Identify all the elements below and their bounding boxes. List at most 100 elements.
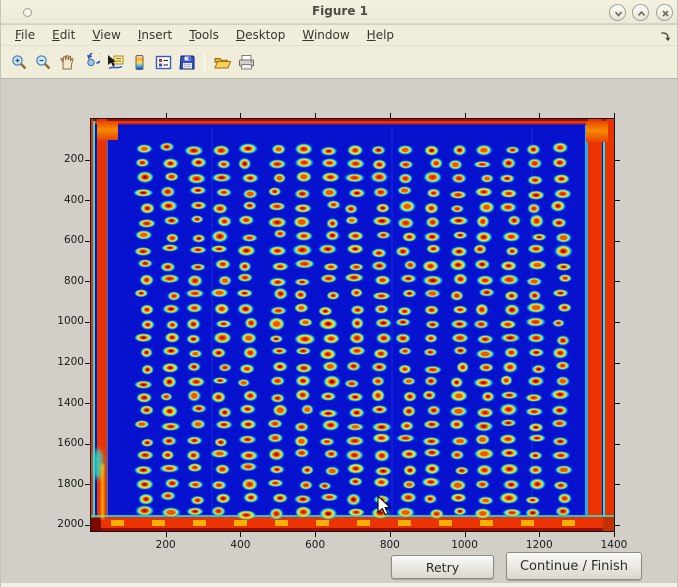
array-spot: [238, 449, 259, 461]
array-spot: [160, 434, 179, 446]
array-spot: [423, 491, 444, 505]
array-spot: [550, 404, 570, 417]
array-spot: [373, 477, 392, 491]
array-spot: [293, 287, 313, 301]
array-spot: [210, 449, 232, 462]
array-spot: [345, 476, 364, 490]
array-spot: [422, 171, 442, 184]
retry-button[interactable]: Retry: [391, 555, 494, 579]
array-spot: [269, 493, 289, 505]
array-spot: [212, 202, 232, 214]
menu-file[interactable]: File: [15, 28, 36, 42]
zoom-in-button[interactable]: [8, 50, 30, 74]
array-spot: [318, 405, 340, 419]
array-spot: [266, 347, 288, 359]
array-spot: [473, 187, 493, 200]
insert-legend-button[interactable]: [152, 50, 174, 74]
dock-figure-icon[interactable]: [660, 31, 671, 42]
array-spot: [214, 214, 233, 228]
menu-view[interactable]: View: [92, 28, 121, 42]
menu-edit[interactable]: Edit: [52, 28, 76, 42]
array-spot: [424, 317, 443, 330]
array-spot: [524, 508, 546, 520]
save-button[interactable]: [176, 50, 198, 74]
array-spot: [421, 231, 442, 243]
array-spot: [343, 376, 365, 389]
array-spot: [449, 492, 468, 504]
array-spot: [158, 463, 181, 476]
array-spot: [161, 288, 182, 301]
array-spot: [187, 273, 207, 287]
array-spot: [501, 142, 520, 154]
array-spot: [527, 289, 547, 302]
bottom-dark-edge: [91, 528, 614, 531]
array-spot: [371, 302, 389, 315]
x-tick-label: 1400: [600, 539, 628, 551]
array-spot: [294, 362, 314, 374]
array-spot: [239, 317, 258, 330]
array-spot: [551, 433, 570, 447]
array-spot: [345, 317, 365, 331]
array-spot: [134, 230, 155, 242]
shade-button[interactable]: [609, 4, 626, 21]
rotate-3d-button[interactable]: [80, 50, 102, 74]
array-spot: [447, 506, 467, 518]
array-spot: [345, 391, 364, 403]
array-spot: [396, 216, 417, 229]
array-spot: [294, 259, 316, 271]
zoom-out-button[interactable]: [32, 50, 54, 74]
zoom-out-icon: [35, 54, 50, 69]
array-spot: [525, 492, 546, 504]
close-button[interactable]: [656, 4, 673, 21]
menu-help[interactable]: Help: [366, 28, 395, 42]
array-spot: [135, 505, 157, 519]
array-spot: [500, 303, 520, 316]
array-spot: [187, 200, 207, 214]
menu-tools[interactable]: Tools: [189, 28, 219, 42]
continue-finish-button[interactable]: Continue / Finish: [506, 552, 642, 580]
array-spot: [295, 375, 314, 388]
array-spot: [398, 476, 417, 490]
array-spot: [423, 507, 444, 519]
array-spot: [398, 347, 417, 359]
array-spot: [395, 332, 416, 344]
y-tick-label: 1800: [57, 477, 84, 490]
array-spot: [211, 346, 232, 358]
maximize-button[interactable]: [632, 4, 649, 21]
array-spot: [371, 260, 393, 272]
array-spot: [396, 463, 418, 477]
y-tick-label: 400: [63, 193, 84, 206]
array-spot: [319, 332, 340, 345]
x-tick-top: [614, 113, 615, 118]
array-spot: [550, 448, 573, 460]
pan-button[interactable]: [56, 50, 78, 74]
menu-desktop[interactable]: Desktop: [235, 28, 286, 42]
array-spot: [134, 332, 156, 344]
menu-insert[interactable]: Insert: [137, 28, 173, 42]
array-spot: [321, 216, 340, 229]
top-left-orange-block: [97, 121, 118, 140]
title-bar[interactable]: Figure 1: [1, 0, 677, 24]
image-axes[interactable]: [90, 118, 615, 532]
array-spot: [239, 230, 259, 243]
array-spot: [498, 462, 520, 476]
array-spot: [318, 478, 338, 491]
menu-window[interactable]: Window: [302, 28, 350, 42]
array-spot: [473, 507, 494, 519]
open-button[interactable]: [211, 50, 233, 74]
y-tick-right: [615, 200, 620, 202]
array-spot: [238, 157, 257, 171]
array-spot: [499, 332, 522, 346]
array-spot: [499, 259, 520, 271]
array-spot: [447, 216, 469, 229]
window-menu-icon[interactable]: [23, 8, 32, 17]
array-spot: [269, 375, 288, 388]
insert-colorbar-button[interactable]: [128, 50, 150, 74]
print-button[interactable]: [235, 50, 257, 74]
array-spot: [235, 288, 257, 301]
array-spot: [526, 302, 548, 316]
array-spot: [211, 390, 232, 404]
data-cursor-button[interactable]: [104, 50, 126, 74]
array-spot: [474, 478, 494, 489]
array-spot: [476, 215, 495, 229]
